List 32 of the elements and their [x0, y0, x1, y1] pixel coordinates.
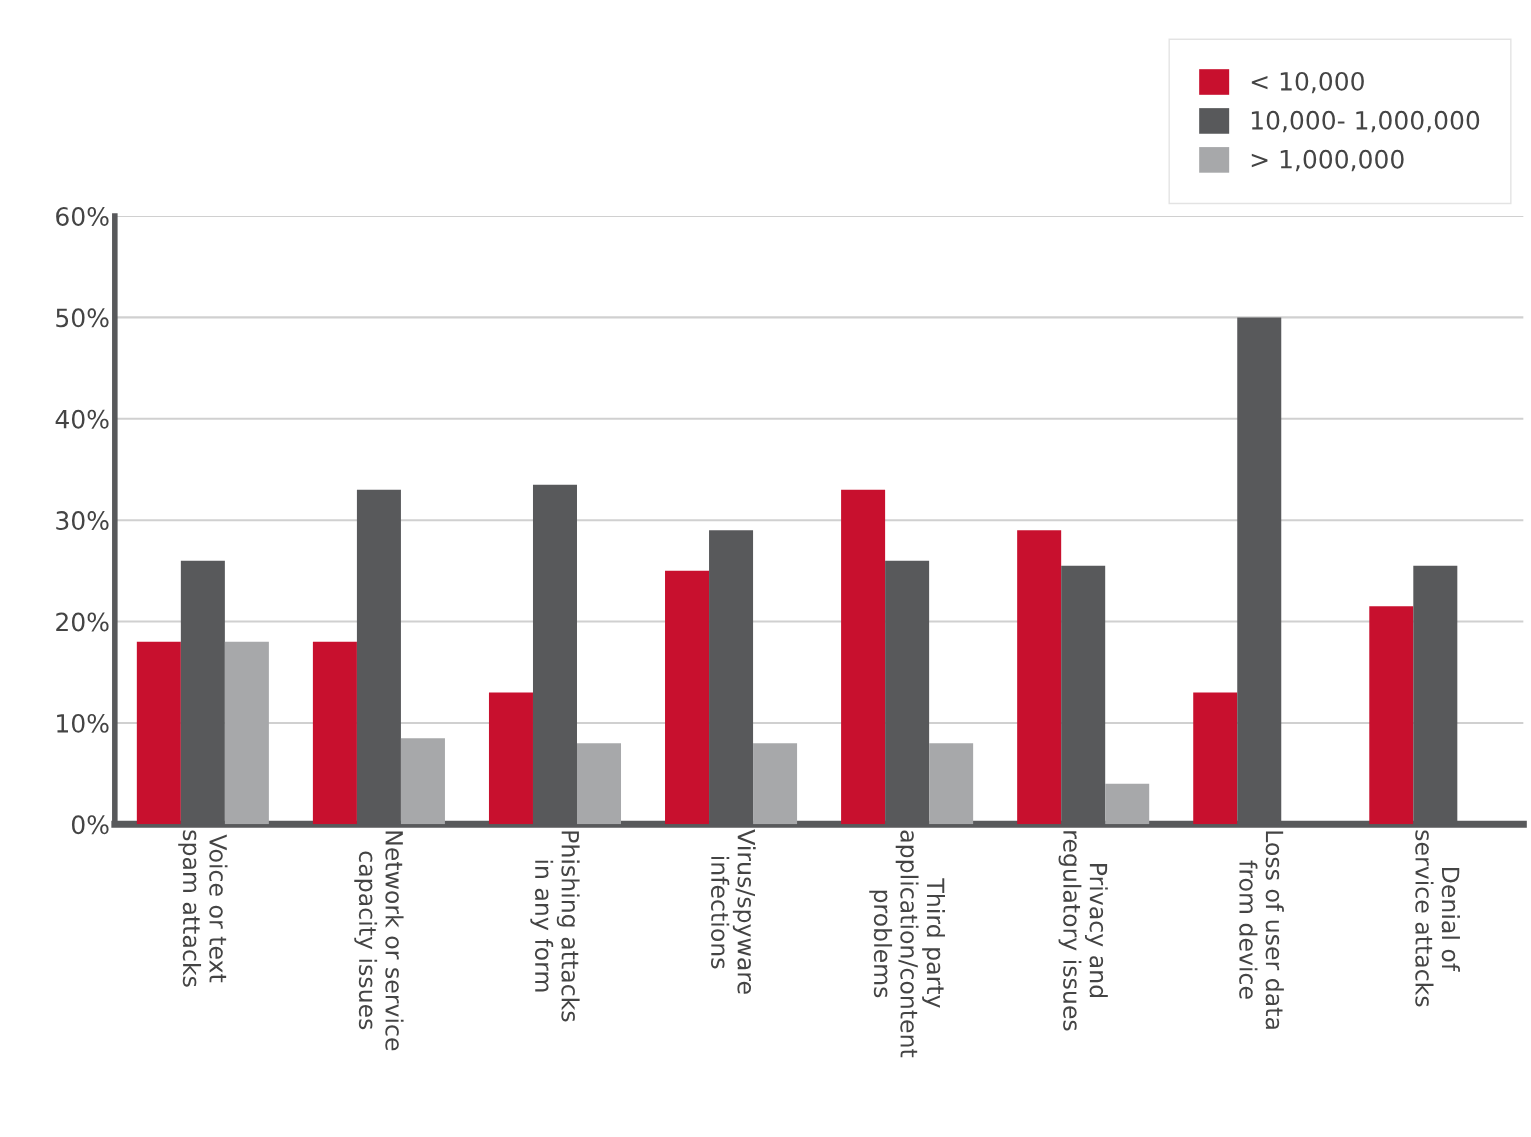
bar: [400, 738, 445, 825]
bar: [929, 743, 974, 825]
x-tick-label: Privacy and regulatory issues: [1058, 831, 1108, 1031]
legend-label: > 1,000,000: [1251, 149, 1404, 172]
bar: [312, 641, 357, 825]
bar: [488, 692, 533, 825]
bar: [1105, 783, 1150, 825]
x-tick-label: Third party application/content problems: [869, 830, 945, 1058]
bar: [1193, 692, 1238, 825]
x-tick-label: Virus/spyware infections: [710, 829, 756, 994]
legend-label: < 10,000: [1251, 71, 1364, 94]
x-tick-label: Denial of service attacks: [1415, 830, 1460, 1007]
y-tick-label: 0%: [71, 815, 109, 835]
bar: [577, 743, 622, 825]
bar: [1369, 606, 1414, 825]
x-tick-label: Network or service capacity issues: [354, 831, 404, 1051]
legend-label: 10,000- 1,000,000: [1251, 110, 1480, 133]
bar: [841, 489, 886, 825]
y-tick-label: 50%: [56, 308, 109, 328]
x-tick-label: Phishing attacks in any form: [530, 831, 580, 1022]
y-tick-label: 60%: [56, 206, 109, 226]
y-tick-label: 10%: [57, 713, 109, 733]
bar: [224, 641, 269, 825]
bar: [665, 570, 710, 825]
bar: [1017, 530, 1062, 825]
bar: [136, 641, 181, 825]
x-tick-label: Voice or text spam attacks: [178, 830, 228, 987]
y-tick-label: 30%: [56, 511, 109, 531]
x-tick-label: Loss of user data from device: [1239, 831, 1284, 1029]
y-tick-label: 40%: [55, 409, 109, 429]
bar: [753, 743, 798, 825]
y-tick-label: 20%: [56, 612, 109, 632]
